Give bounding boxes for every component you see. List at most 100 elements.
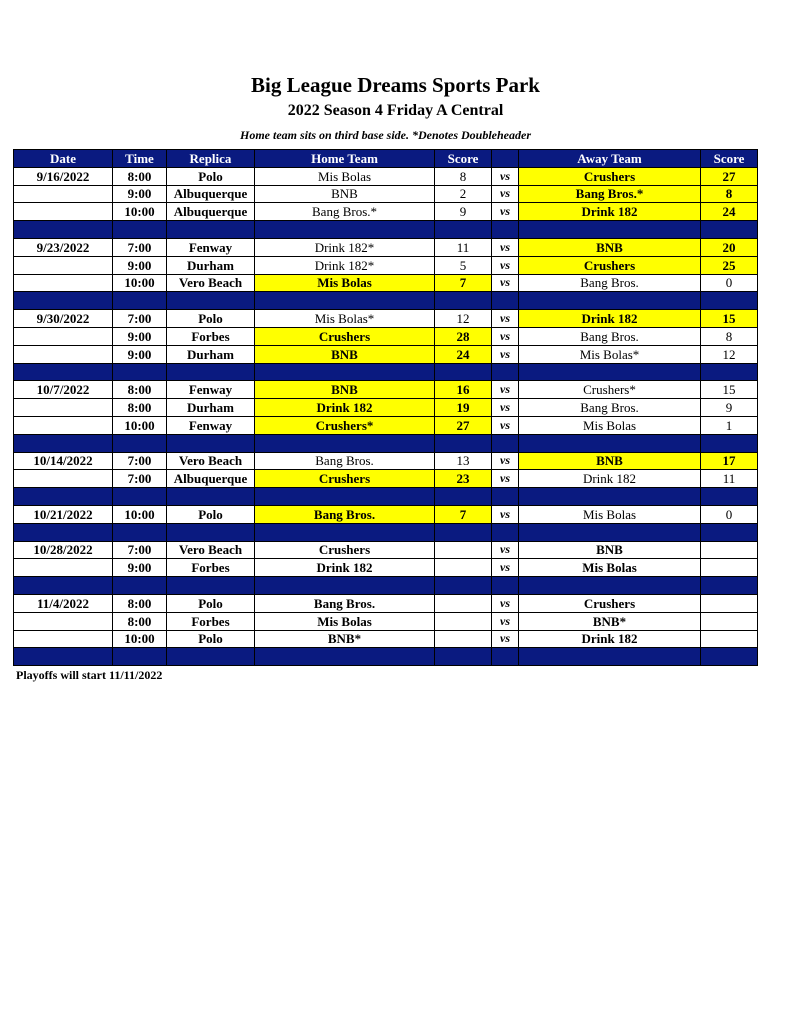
separator-cell [254,647,435,667]
vs-cell: vs [491,184,519,204]
vs-cell: vs [491,202,519,222]
separator-cell [518,522,701,542]
time-cell: 10:00 [112,202,167,222]
home-team-cell: Drink 182* [254,255,435,275]
vs-cell: vs [491,504,519,524]
vs-cell: vs [491,166,519,186]
separator-cell [112,362,167,382]
away-team-cell: Crushers* [518,380,701,400]
away-score-cell: 27 [700,166,758,186]
date-cell: 10/28/2022 [13,540,113,560]
home-score-cell: 8 [434,166,492,186]
away-score-cell: 0 [700,504,758,524]
separator-cell [491,522,519,542]
schedule-table: Date Time Replica Home Team Score Away T… [13,149,758,667]
away-team-cell: Drink 182 [518,309,701,328]
date-cell: 9/30/2022 [13,309,113,328]
away-score-cell [700,611,758,631]
separator-cell [254,291,435,311]
separator-cell [434,362,492,382]
home-score-cell: 7 [434,273,492,293]
replica-cell: Polo [166,629,255,649]
separator-cell [700,576,758,595]
date-cell [13,398,113,417]
home-team-cell: Bang Bros. [254,593,435,613]
time-cell: 7:00 [112,451,167,471]
separator-cell [700,362,758,382]
away-score-cell: 9 [700,398,758,417]
away-team-cell: BNB* [518,611,701,631]
separator-cell [112,576,167,595]
separator-cell [254,576,435,595]
home-score-cell: 7 [434,504,492,524]
page-title: Big League Dreams Sports Park [251,73,540,97]
replica-cell: Durham [166,344,255,364]
table-row: 7:00 Albuquerque Crushers 23 vs Drink 182 11 [13,469,758,489]
away-team-cell: Crushers [518,255,701,275]
home-team-cell: BNB* [254,629,435,649]
vs-cell: vs [491,326,519,346]
home-score-cell: 9 [434,202,492,222]
away-team-cell: Drink 182 [518,469,701,489]
time-cell: 9:00 [112,558,167,578]
separator-cell [700,487,758,506]
table-row: 9:00 Forbes Drink 182 vs Mis Bolas [13,558,758,578]
home-score-cell: 12 [434,309,492,328]
away-team-cell: BNB [518,237,701,257]
vs-cell: vs [491,398,519,417]
vs-cell: vs [491,255,519,275]
time-cell: 9:00 [112,255,167,275]
table-header-row: Date Time Replica Home Team Score Away T… [13,149,758,168]
table-row: 9:00 Forbes Crushers 28 vs Bang Bros. 8 [13,326,758,346]
home-team-cell: Drink 182 [254,558,435,578]
date-cell: 10/7/2022 [13,380,113,400]
away-team-cell: Bang Bros.* [518,184,701,204]
vs-cell: vs [491,451,519,471]
home-team-cell: Bang Bros. [254,451,435,471]
date-cell [13,469,113,489]
home-score-cell: 19 [434,398,492,417]
home-score-cell: 28 [434,326,492,346]
vs-cell: vs [491,558,519,578]
date-cell [13,629,113,649]
home-team-cell: Crushers [254,469,435,489]
away-team-cell: Crushers [518,166,701,186]
separator-cell [491,433,519,453]
table-row: 9/30/2022 7:00 Polo Mis Bolas* 12 vs Drink 182… [13,309,758,328]
separator-cell [518,362,701,382]
replica-cell: Forbes [166,326,255,346]
away-score-cell: 12 [700,344,758,364]
home-score-cell: 2 [434,184,492,204]
away-score-cell: 8 [700,184,758,204]
group-separator-row [13,522,758,542]
col-time: Time [112,149,167,168]
time-cell: 9:00 [112,326,167,346]
date-cell [13,202,113,222]
separator-cell [112,220,167,239]
away-score-cell: 25 [700,255,758,275]
away-team-cell: Mis Bolas [518,415,701,435]
vs-cell: vs [491,273,519,293]
away-team-cell: Mis Bolas [518,558,701,578]
separator-cell [254,487,435,506]
time-cell: 7:00 [112,309,167,328]
date-cell [13,184,113,204]
separator-cell [112,487,167,506]
away-score-cell: 24 [700,202,758,222]
col-away-team: Away Team [518,149,701,168]
separator-cell [518,291,701,311]
date-cell [13,344,113,364]
date-cell [13,415,113,435]
table-row: 10:00 Fenway Crushers* 27 vs Mis Bolas 1 [13,415,758,435]
replica-cell: Durham [166,398,255,417]
away-score-cell [700,629,758,649]
separator-cell [700,522,758,542]
table-row: 9/23/2022 7:00 Fenway Drink 182* 11 vs BNB 20 [13,237,758,257]
separator-cell [166,647,255,667]
away-team-cell: Mis Bolas [518,504,701,524]
home-team-cell: Mis Bolas [254,273,435,293]
separator-cell [434,291,492,311]
replica-cell: Forbes [166,611,255,631]
home-team-cell: Drink 182 [254,398,435,417]
time-cell: 7:00 [112,469,167,489]
